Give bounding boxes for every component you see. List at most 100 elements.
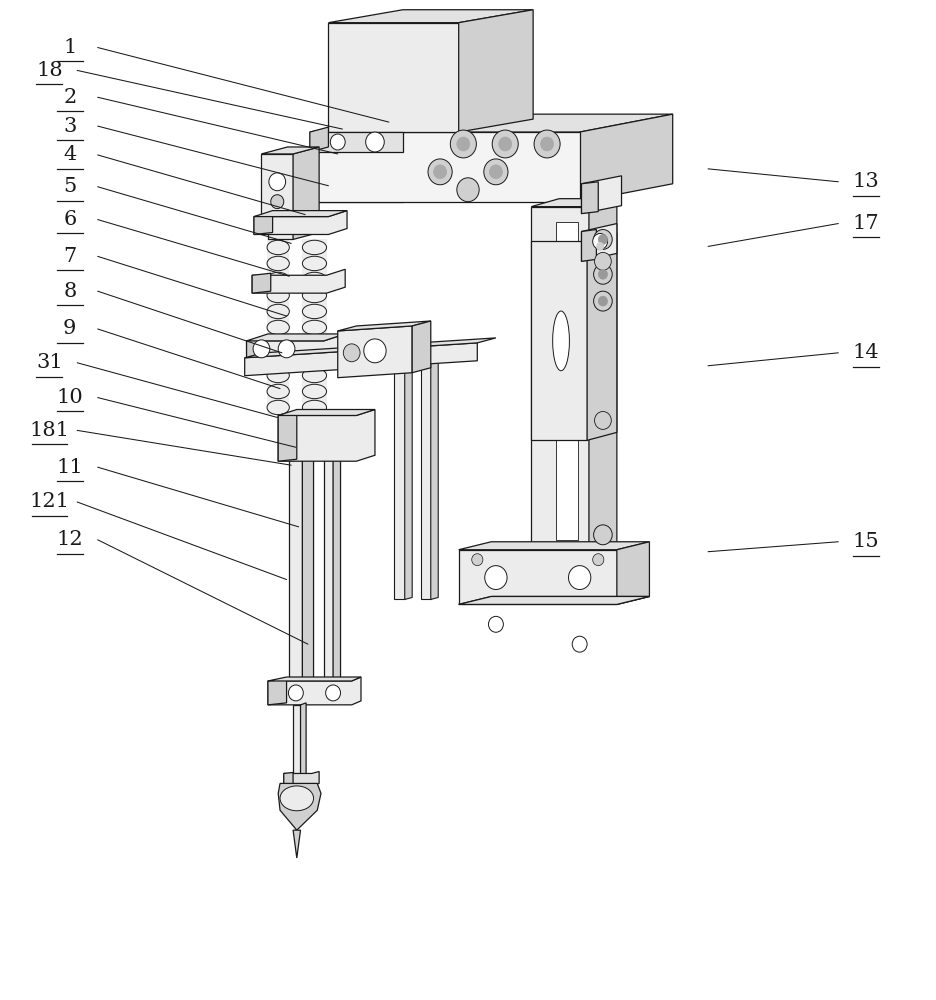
Circle shape — [541, 137, 553, 151]
Polygon shape — [459, 550, 617, 604]
Circle shape — [288, 685, 303, 701]
Circle shape — [592, 233, 607, 249]
Ellipse shape — [552, 311, 569, 371]
Polygon shape — [267, 239, 289, 415]
Text: 6: 6 — [63, 210, 77, 229]
Polygon shape — [310, 132, 402, 152]
Circle shape — [598, 269, 607, 279]
Circle shape — [366, 132, 385, 152]
Polygon shape — [300, 703, 306, 783]
Circle shape — [593, 264, 612, 284]
Polygon shape — [459, 10, 534, 132]
Polygon shape — [289, 460, 302, 691]
Circle shape — [593, 525, 612, 545]
Text: 13: 13 — [853, 172, 880, 191]
Circle shape — [499, 137, 512, 151]
Text: 8: 8 — [63, 282, 77, 301]
Circle shape — [492, 130, 519, 158]
Polygon shape — [329, 23, 459, 132]
Circle shape — [592, 554, 604, 566]
Circle shape — [457, 137, 470, 151]
Circle shape — [593, 230, 612, 249]
Polygon shape — [252, 269, 345, 293]
Circle shape — [269, 173, 285, 191]
Polygon shape — [581, 182, 598, 214]
Polygon shape — [254, 211, 347, 234]
Circle shape — [598, 296, 607, 306]
Circle shape — [596, 242, 604, 250]
Polygon shape — [532, 241, 587, 440]
Circle shape — [572, 636, 587, 652]
Text: 14: 14 — [853, 343, 880, 362]
Polygon shape — [310, 114, 673, 132]
Text: 121: 121 — [29, 492, 69, 511]
Polygon shape — [310, 132, 579, 202]
Polygon shape — [617, 542, 650, 604]
Polygon shape — [421, 361, 431, 599]
Polygon shape — [293, 705, 300, 783]
Polygon shape — [254, 215, 272, 234]
Polygon shape — [581, 224, 617, 261]
Polygon shape — [579, 114, 673, 202]
Polygon shape — [459, 542, 650, 550]
Polygon shape — [412, 321, 431, 373]
Polygon shape — [278, 413, 297, 461]
Polygon shape — [338, 326, 412, 378]
Circle shape — [330, 134, 345, 150]
Polygon shape — [333, 458, 341, 691]
Polygon shape — [329, 10, 534, 23]
Circle shape — [364, 339, 387, 363]
Text: 3: 3 — [63, 117, 77, 136]
Polygon shape — [589, 199, 617, 562]
Circle shape — [485, 566, 507, 589]
Polygon shape — [293, 830, 300, 858]
Circle shape — [594, 252, 611, 270]
Polygon shape — [324, 460, 333, 691]
Polygon shape — [404, 359, 412, 599]
Circle shape — [593, 291, 612, 311]
Circle shape — [489, 616, 504, 632]
Polygon shape — [244, 343, 477, 376]
Circle shape — [568, 566, 591, 589]
Polygon shape — [556, 222, 578, 540]
Polygon shape — [268, 218, 293, 239]
Circle shape — [490, 165, 503, 179]
Polygon shape — [532, 207, 589, 562]
Polygon shape — [246, 339, 265, 360]
Polygon shape — [268, 677, 361, 705]
Text: 11: 11 — [56, 458, 83, 477]
Polygon shape — [459, 596, 650, 604]
Polygon shape — [293, 147, 319, 222]
Polygon shape — [587, 233, 617, 440]
Circle shape — [344, 344, 360, 362]
Ellipse shape — [280, 786, 314, 811]
Polygon shape — [393, 361, 404, 599]
Text: 181: 181 — [29, 421, 69, 440]
Polygon shape — [246, 334, 345, 360]
Text: 7: 7 — [63, 247, 77, 266]
Polygon shape — [302, 457, 314, 691]
Circle shape — [598, 234, 607, 244]
Circle shape — [472, 554, 483, 566]
Text: 18: 18 — [36, 61, 63, 80]
Circle shape — [428, 159, 452, 185]
Text: 5: 5 — [63, 177, 77, 196]
Polygon shape — [278, 410, 375, 415]
Circle shape — [457, 178, 479, 202]
Text: 17: 17 — [853, 214, 880, 233]
Polygon shape — [244, 338, 496, 358]
Text: 15: 15 — [853, 532, 880, 551]
Text: 12: 12 — [56, 530, 83, 549]
Circle shape — [534, 130, 560, 158]
Polygon shape — [278, 410, 375, 461]
Polygon shape — [310, 127, 329, 152]
Text: 9: 9 — [63, 319, 77, 338]
Circle shape — [433, 165, 446, 179]
Circle shape — [484, 159, 508, 185]
Text: 4: 4 — [63, 145, 77, 164]
Polygon shape — [310, 132, 402, 202]
Polygon shape — [581, 230, 596, 261]
Circle shape — [594, 411, 611, 429]
Polygon shape — [278, 783, 321, 830]
Text: 10: 10 — [56, 388, 83, 407]
